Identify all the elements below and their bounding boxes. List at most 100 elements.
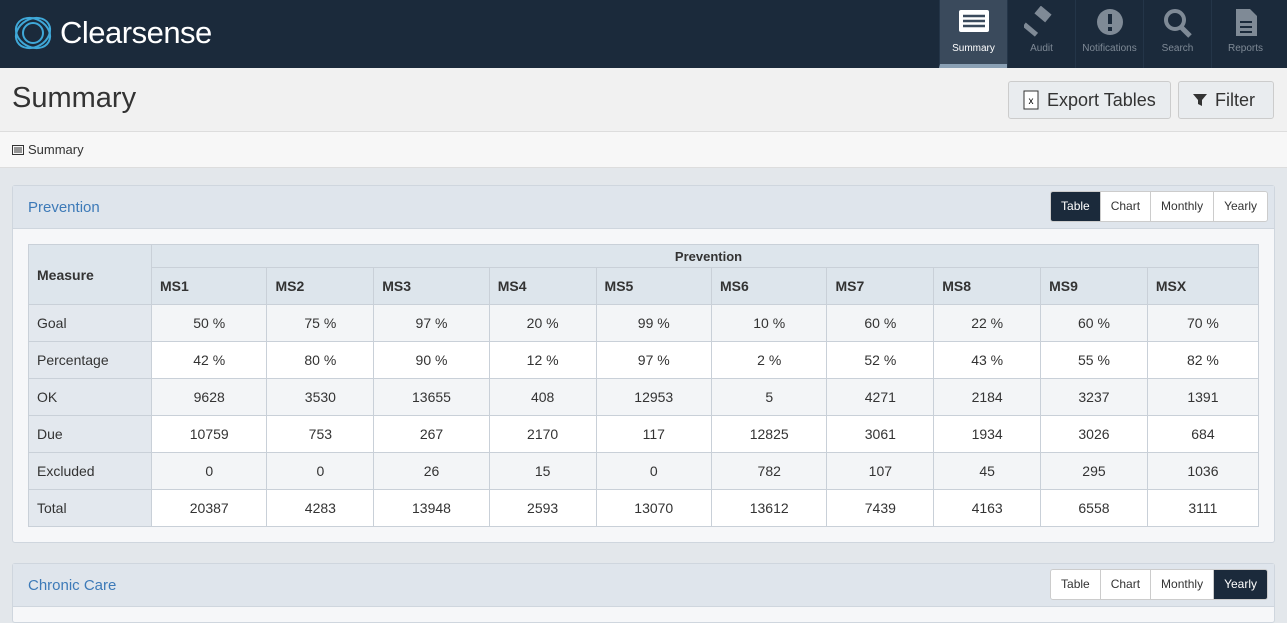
table-cell: 60 % — [826, 304, 935, 342]
column-header: MS9 — [1040, 267, 1148, 305]
table-cell: 2184 — [933, 378, 1042, 416]
data-table: Measure Prevention MS1 MS2 MS3 MS4 MS5 MS6 MS7 MS… — [28, 244, 1260, 527]
view-button[interactable]: Table — [1051, 570, 1100, 599]
table-cell: 13070 — [595, 489, 712, 527]
nav-item[interactable]: Summary — [939, 0, 1007, 68]
table-cell: 22 % — [933, 304, 1042, 342]
table-cell: 753 — [266, 415, 375, 453]
title-bar: Summary x Export Tables Filter — [0, 68, 1287, 132]
view-button[interactable]: Yearly — [1213, 570, 1267, 599]
page-title: Summary — [12, 82, 137, 114]
table-cell: 55 % — [1040, 341, 1148, 379]
nav-label: Summary — [952, 43, 995, 54]
filter-icon — [1193, 94, 1207, 106]
nav-icon — [1096, 9, 1123, 35]
nav-item[interactable]: Search — [1143, 0, 1211, 68]
panel-title[interactable]: Prevention — [28, 199, 100, 216]
view-toggle: Table Chart Monthly Yearly — [1050, 569, 1268, 600]
table-cell: 2170 — [488, 415, 597, 453]
top-bar: Clearsense Summary Audit Notifications Sear… — [0, 0, 1287, 68]
table-cell: 1391 — [1146, 378, 1260, 416]
table-cell: 60 % — [1040, 304, 1148, 342]
button-label: Export Tables — [1047, 89, 1156, 110]
table-cell: 43 % — [933, 341, 1042, 379]
nav-item[interactable]: Reports — [1211, 0, 1279, 68]
nav-label: Notifications — [1082, 43, 1137, 54]
table-cell: 3237 — [1040, 378, 1148, 416]
column-header: MS2 — [266, 267, 375, 305]
table-cell: 13612 — [710, 489, 828, 527]
row-label: Total — [28, 489, 152, 527]
table-cell: 13655 — [373, 378, 490, 416]
panel: Prevention Table Chart Monthly Yearly Measure… — [12, 185, 1275, 543]
table-row: Goal 50 % 75 % 97 % 20 % 99 % 10 % 60 % 22 % 60 %… — [28, 304, 1260, 342]
export-button[interactable]: x Export Tables — [1008, 81, 1171, 119]
table-cell: 0 — [150, 452, 268, 490]
table-row: Due 10759 753 267 2170 117 12825 3061 1934 3026 68… — [28, 415, 1260, 453]
view-toggle: Table Chart Monthly Yearly — [1050, 191, 1268, 222]
table-cell: 408 — [488, 378, 597, 416]
column-header: MS1 — [150, 267, 268, 305]
table-cell: 4283 — [266, 489, 375, 527]
column-header: MS4 — [488, 267, 597, 305]
table-cell: 3026 — [1040, 415, 1148, 453]
table-cell: 20 % — [488, 304, 597, 342]
table-cell: 10 % — [710, 304, 828, 342]
table-cell: 52 % — [826, 341, 935, 379]
table-cell: 4271 — [826, 378, 935, 416]
table-cell: 90 % — [373, 341, 490, 379]
table-cell: 42 % — [150, 341, 268, 379]
svg-text:x: x — [1029, 96, 1034, 107]
nav-label: Search — [1161, 43, 1194, 54]
logo[interactable]: Clearsense — [12, 12, 212, 54]
breadcrumb-item[interactable]: Summary — [28, 142, 84, 157]
group-header: Prevention — [151, 244, 1259, 268]
nav-item[interactable]: Notifications — [1075, 0, 1143, 68]
table-cell: 26 — [373, 452, 490, 490]
table-cell: 267 — [373, 415, 490, 453]
table-cell: 75 % — [266, 304, 375, 342]
column-header: MSX — [1146, 267, 1260, 305]
table-row: Percentage 42 % 80 % 90 % 12 % 97 % 2 % 52 % 43 … — [28, 341, 1260, 379]
table-row: Total 20387 4283 13948 2593 13070 13612 7439 416… — [28, 489, 1260, 527]
filter-button[interactable]: Filter — [1178, 81, 1274, 119]
table-cell: 1934 — [933, 415, 1042, 453]
table-cell: 0 — [595, 452, 712, 490]
logo-mark — [14, 16, 52, 50]
view-button[interactable]: Chart — [1099, 192, 1151, 221]
table-cell: 7439 — [826, 489, 935, 527]
row-label: OK — [28, 378, 152, 416]
table-cell: 97 % — [373, 304, 490, 342]
breadcrumb-icon — [12, 144, 24, 155]
table-cell: 1036 — [1146, 452, 1260, 490]
column-header: MS7 — [826, 267, 935, 305]
view-button[interactable]: Monthly — [1150, 192, 1214, 221]
table-cell: 684 — [1146, 415, 1260, 453]
table-cell: 295 — [1040, 452, 1148, 490]
column-header: MS6 — [710, 267, 828, 305]
table-cell: 2 % — [710, 341, 828, 379]
panel-header: Prevention Table Chart Monthly Yearly — [13, 186, 1274, 229]
table-cell: 3111 — [1146, 489, 1260, 527]
table-cell: 5 — [710, 378, 828, 416]
panel: Chronic Care Table Chart Monthly Yearly — [12, 563, 1275, 623]
nav-item[interactable]: Audit — [1007, 0, 1075, 68]
column-header: MS8 — [933, 267, 1042, 305]
view-button[interactable]: Yearly — [1213, 192, 1267, 221]
table-cell: 99 % — [595, 304, 712, 342]
table-cell: 9628 — [150, 378, 268, 416]
table-cell: 15 — [488, 452, 597, 490]
view-button[interactable]: Monthly — [1150, 570, 1214, 599]
view-button[interactable]: Table — [1051, 192, 1100, 221]
table-cell: 782 — [710, 452, 828, 490]
row-label: Goal — [28, 304, 152, 342]
column-header: MS3 — [373, 267, 490, 305]
table-cell: 12953 — [595, 378, 712, 416]
table-cell: 20387 — [150, 489, 268, 527]
table-row: Excluded 0 0 26 15 0 782 107 45 295 1036 — [28, 452, 1260, 490]
breadcrumb: Summary — [0, 132, 1287, 168]
nav-icon — [1235, 9, 1257, 36]
view-button[interactable]: Chart — [1099, 570, 1151, 599]
table-cell: 117 — [595, 415, 712, 453]
